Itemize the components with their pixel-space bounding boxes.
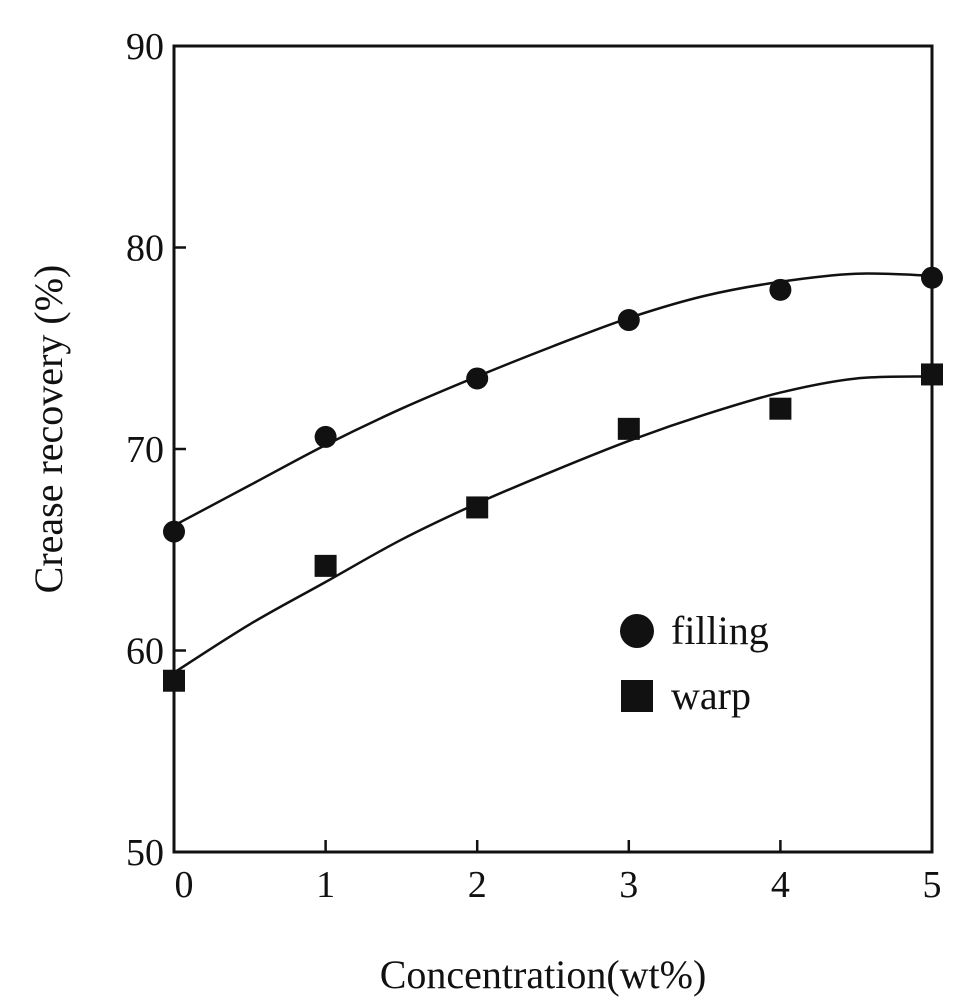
point-warp <box>163 669 185 692</box>
point-filling <box>617 309 640 332</box>
point-filling <box>921 266 943 289</box>
x-tick-label: 1 <box>316 864 335 906</box>
legend-marker-warp <box>621 680 653 712</box>
y-tick-label: 90 <box>126 26 164 68</box>
legend-marker-filling <box>620 614 654 648</box>
x-tick-label: 4 <box>771 864 790 906</box>
point-warp <box>466 496 489 519</box>
legend: filling warp <box>620 608 769 718</box>
fit-curve-warp <box>173 375 933 674</box>
y-tick-label: 70 <box>126 429 164 471</box>
plot-frame <box>172 44 934 854</box>
y-tick-label: 80 <box>126 228 164 270</box>
y-tick-label: 50 <box>126 832 164 874</box>
x-tick-label: 0 <box>175 864 194 906</box>
fit-curves <box>173 272 933 674</box>
point-filling <box>163 520 185 543</box>
x-tick-label: 2 <box>468 864 487 906</box>
x-axis-title: Concentration(wt%) <box>380 952 707 997</box>
plot-border <box>172 44 934 854</box>
point-filling <box>769 278 792 301</box>
x-tick-label: 5 <box>923 864 942 906</box>
data-points <box>163 266 943 692</box>
point-warp <box>314 554 337 577</box>
x-tick-label: 3 <box>619 864 638 906</box>
point-warp <box>769 397 792 420</box>
point-filling <box>314 425 337 448</box>
legend-label-filling: filling <box>671 608 769 653</box>
point-filling <box>466 367 489 390</box>
fit-curve-filling <box>173 272 933 527</box>
point-warp <box>921 363 943 386</box>
legend-label-warp: warp <box>671 673 751 718</box>
x-axis: 0 1 2 3 4 5 <box>175 840 942 906</box>
point-warp <box>617 417 640 440</box>
y-axis: 50 60 70 80 90 <box>126 26 186 874</box>
y-tick-label: 60 <box>126 631 164 673</box>
y-axis-title: Crease recovery (%) <box>26 265 71 594</box>
